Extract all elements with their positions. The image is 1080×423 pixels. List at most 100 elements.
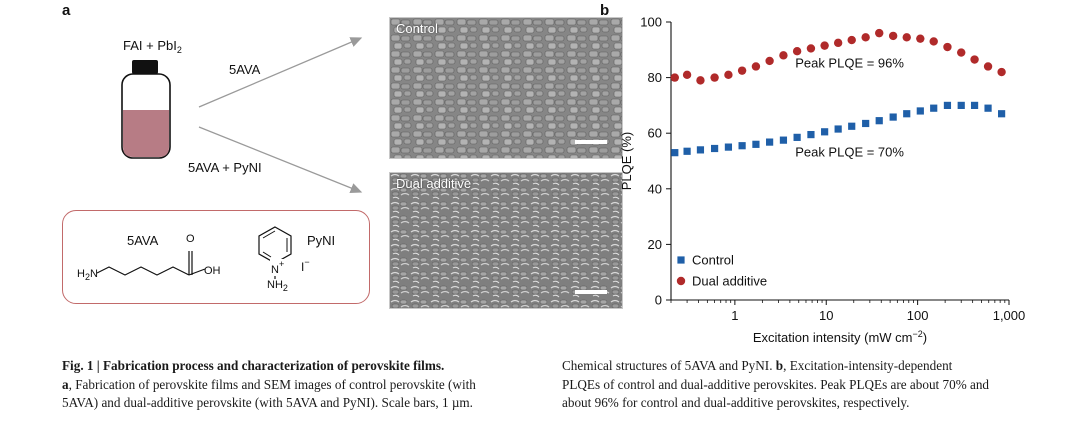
y-tick-label: 60	[648, 126, 662, 141]
data-point-dual-additive	[943, 42, 952, 52]
data-point-control	[779, 136, 788, 144]
arrow-to-dual	[198, 126, 363, 193]
scale-bar-control	[575, 140, 607, 144]
data-point-control	[834, 125, 842, 133]
legend-label: Dual additive	[692, 274, 767, 289]
panel-b-letter: b	[600, 2, 610, 19]
data-point-dual-additive	[765, 56, 774, 66]
chart-ticks: 0 20 40 60 80 100 1 10 100 1,000	[640, 15, 1025, 324]
y-axis-label: PLQE (%)	[619, 132, 634, 191]
data-point-dual-additive	[710, 73, 719, 82]
data-point-dual-additive	[861, 33, 870, 42]
data-point-control	[970, 101, 979, 109]
legend-marker-dual-additive	[676, 276, 686, 286]
data-point-control	[916, 107, 924, 115]
data-point-control	[752, 140, 760, 148]
data-point-control	[821, 128, 829, 136]
x-tick-label: 1	[731, 308, 738, 323]
x-tick-label: 1,000	[993, 308, 1026, 323]
data-point-control	[696, 146, 705, 154]
data-point-dual-additive	[970, 55, 979, 64]
peak-annotation: Peak PLQE = 70%	[795, 145, 904, 160]
x-axis-label: Excitation intensity (mW cm−2)	[753, 329, 927, 345]
y-tick-label: 0	[655, 293, 662, 308]
data-point-control	[957, 101, 965, 109]
data-point-dual-additive	[696, 76, 705, 85]
caption-right-line2: PLQEs of control and dual-additive perov…	[562, 376, 990, 392]
data-point-control	[738, 142, 746, 150]
vial-cap	[132, 60, 158, 74]
data-point-control	[807, 130, 815, 139]
vial-illustration	[121, 60, 171, 159]
caption-title: Fig. 1 | Fabrication process and charact…	[62, 358, 445, 373]
data-point-control	[848, 122, 856, 130]
pyridinium-ring	[258, 226, 292, 264]
data-point-dual-additive	[847, 35, 856, 45]
data-point-dual-additive	[957, 48, 966, 57]
data-point-dual-additive	[833, 38, 843, 48]
y-tick-label: 80	[648, 70, 662, 85]
data-point-dual-additive	[997, 67, 1006, 77]
pyni-iodide: I−	[301, 257, 310, 274]
caption-right-line1-rest: , Excitation-intensity-dependent	[783, 358, 953, 373]
arrow-bottom-label: 5AVA + PyNI	[188, 160, 262, 175]
data-point-dual-additive	[779, 51, 788, 60]
caption-right: Chemical structures of 5AVA and PyNI. b,…	[562, 357, 1072, 413]
reagent-label: FAI + PbI2	[123, 38, 182, 55]
vial-liquid	[123, 110, 169, 157]
pyni-amine: NH2	[267, 279, 288, 293]
caption-left-line1: , Fabrication of perovskite films and SE…	[68, 376, 476, 392]
data-point-dual-additive	[983, 62, 993, 71]
data-point-control	[683, 147, 691, 155]
data-point-control	[862, 119, 870, 128]
data-point-dual-additive	[902, 33, 911, 42]
data-point-dual-additive	[724, 70, 733, 80]
caption-label-a: a	[62, 376, 69, 392]
data-point-dual-additive	[820, 41, 829, 50]
ava-amine: H2N	[77, 268, 98, 282]
plqe-chart: 0 20 40 60 80 100 1 10 100 1,000 Excitation inten…	[619, 15, 1025, 346]
chem-structure-drawing	[96, 226, 292, 279]
data-point-dual-additive	[751, 62, 761, 71]
data-point-dual-additive	[737, 66, 747, 75]
caption-right-line3: about 96% for control and dual-additive …	[562, 395, 910, 410]
pyni-name: PyNI	[307, 233, 336, 248]
data-point-dual-additive	[792, 46, 802, 56]
chemical-structures-box: 5AVA O OH H2N PyNI N+ I− NH2	[62, 210, 370, 304]
peak-annotation: Peak PLQE = 96%	[795, 56, 904, 71]
data-point-control	[766, 138, 774, 146]
data-point-dual-additive	[929, 37, 938, 46]
chart-text: Excitation intensity (mW cm−2) PLQE (%) Pe…	[619, 56, 927, 345]
y-tick-label: 20	[648, 237, 662, 252]
data-point-dual-additive	[875, 28, 884, 38]
data-point-dual-additive	[888, 31, 898, 41]
reaction-arrows	[198, 37, 363, 193]
arrow-top-label: 5AVA	[229, 62, 261, 77]
data-point-control	[793, 133, 801, 141]
data-point-control	[671, 149, 679, 157]
ava-backbone	[96, 266, 190, 276]
ava-name: 5AVA	[127, 233, 159, 248]
y-tick-label: 40	[648, 181, 662, 196]
caption-label-b: b	[775, 358, 784, 373]
ava-o-atom: O	[186, 233, 195, 245]
data-point-control	[943, 101, 952, 109]
caption-left: Fig. 1 | Fabrication process and charact…	[62, 357, 552, 413]
arrow-to-control	[198, 37, 363, 108]
data-point-dual-additive	[670, 73, 679, 82]
data-point-control	[889, 113, 897, 121]
data-point-control	[724, 143, 733, 151]
data-point-control	[984, 104, 992, 112]
data-point-control	[998, 110, 1006, 118]
data-point-control	[930, 104, 938, 112]
chart-points	[670, 28, 1006, 157]
caption-left-line2: 5AVA) and dual-additive perovskite (with…	[62, 395, 473, 410]
legend-marker-control	[677, 256, 685, 264]
y-tick-label: 100	[640, 15, 662, 30]
data-point-dual-additive	[682, 70, 692, 80]
ava-oh-atom: OH	[204, 265, 221, 277]
panel-a-letter: a	[62, 2, 71, 19]
sem-label-control: Control	[396, 21, 438, 36]
legend-label: Control	[692, 253, 734, 268]
data-point-control	[903, 110, 911, 118]
